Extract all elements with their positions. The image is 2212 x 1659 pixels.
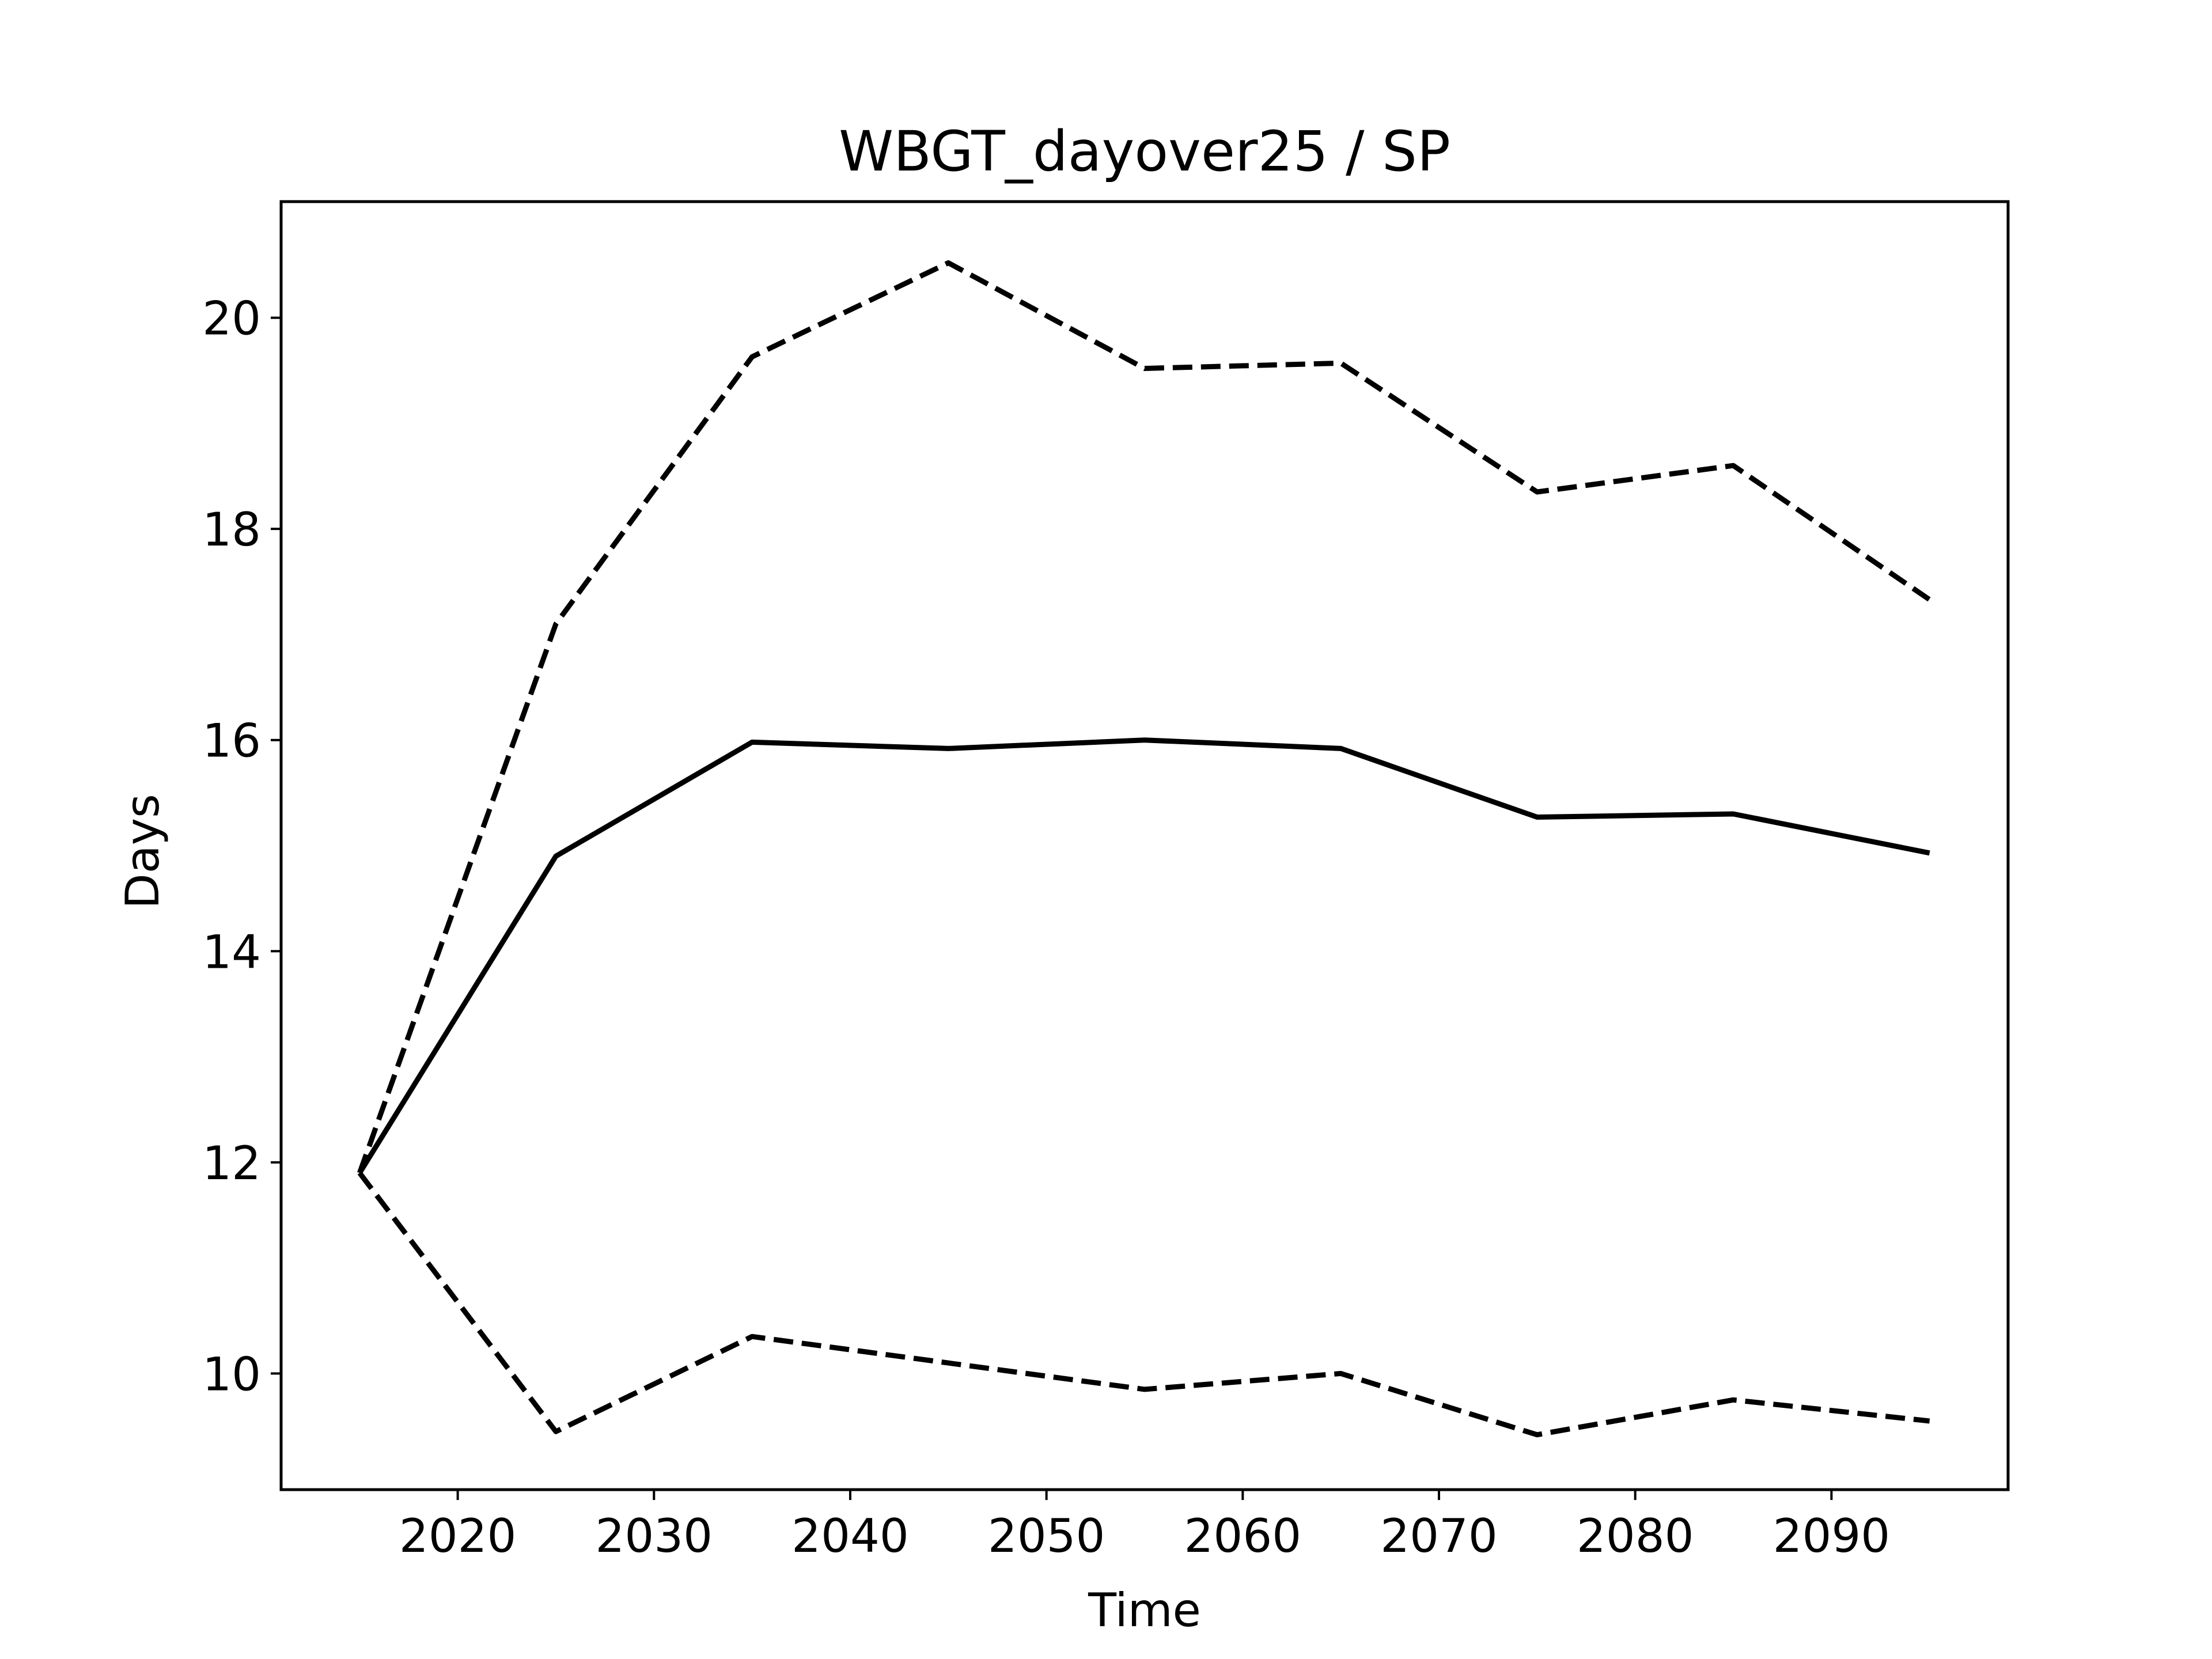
y-tick-label: 14 (202, 925, 261, 979)
y-tick-label: 18 (202, 503, 261, 556)
series-3-point (1731, 1397, 1736, 1402)
series-1-point (750, 740, 755, 744)
y-tick-label: 16 (202, 714, 261, 768)
series-1-point (1339, 746, 1343, 751)
series-line-1 (357, 737, 1930, 1175)
series-3-point (1927, 1419, 1932, 1423)
x-tick-label: 2020 (399, 1509, 517, 1563)
x-tick-label: 2070 (1380, 1509, 1498, 1563)
series-line-3 (357, 1171, 1930, 1438)
series-1-point (1142, 738, 1147, 743)
series-2-point (1535, 490, 1539, 494)
x-tick-label: 2090 (1773, 1509, 1891, 1563)
series-3-point (1535, 1433, 1539, 1437)
series-1-point (1927, 851, 1932, 855)
y-tick-label: 20 (202, 292, 261, 346)
series-1-point (946, 746, 950, 751)
y-tick-label: 10 (202, 1347, 261, 1401)
x-tick-label: 2080 (1577, 1509, 1694, 1563)
series-3-point (357, 1171, 362, 1175)
x-tick-label: 2030 (595, 1509, 713, 1563)
series-1-point (554, 854, 558, 858)
y-tick-label: 12 (202, 1137, 261, 1190)
x-tick-label: 2040 (791, 1509, 909, 1563)
axes-frame (279, 200, 2010, 1491)
series-1-point (1731, 812, 1736, 816)
x-axis-label: Time (1088, 1584, 1201, 1637)
series-2-point (1339, 361, 1343, 365)
series-3-point (750, 1334, 755, 1339)
series-3-point (554, 1429, 558, 1434)
series-1-point (1535, 815, 1539, 820)
series-3-point (1339, 1371, 1343, 1376)
series-2-point (554, 622, 558, 626)
series-3-point (946, 1361, 950, 1365)
series-2-point (1927, 597, 1932, 602)
series-2-point (750, 354, 755, 359)
x-tick-label: 2050 (988, 1509, 1105, 1563)
x-tick-label: 2060 (1184, 1509, 1302, 1563)
series-2-point (946, 260, 950, 265)
series-2-point (1731, 463, 1736, 468)
plot-area (357, 260, 1932, 1438)
axis-ticks: 2020 2030 2040 2050 2060 2070 2080 2090 10 12 14 16… (202, 292, 1890, 1563)
series-line-2 (357, 260, 1931, 1174)
y-axis-label: Days (116, 794, 169, 909)
series-3-point (1142, 1387, 1147, 1392)
chart-title: WBGT_dayover25 / SP (839, 119, 1450, 184)
series-2-point (1142, 366, 1147, 371)
